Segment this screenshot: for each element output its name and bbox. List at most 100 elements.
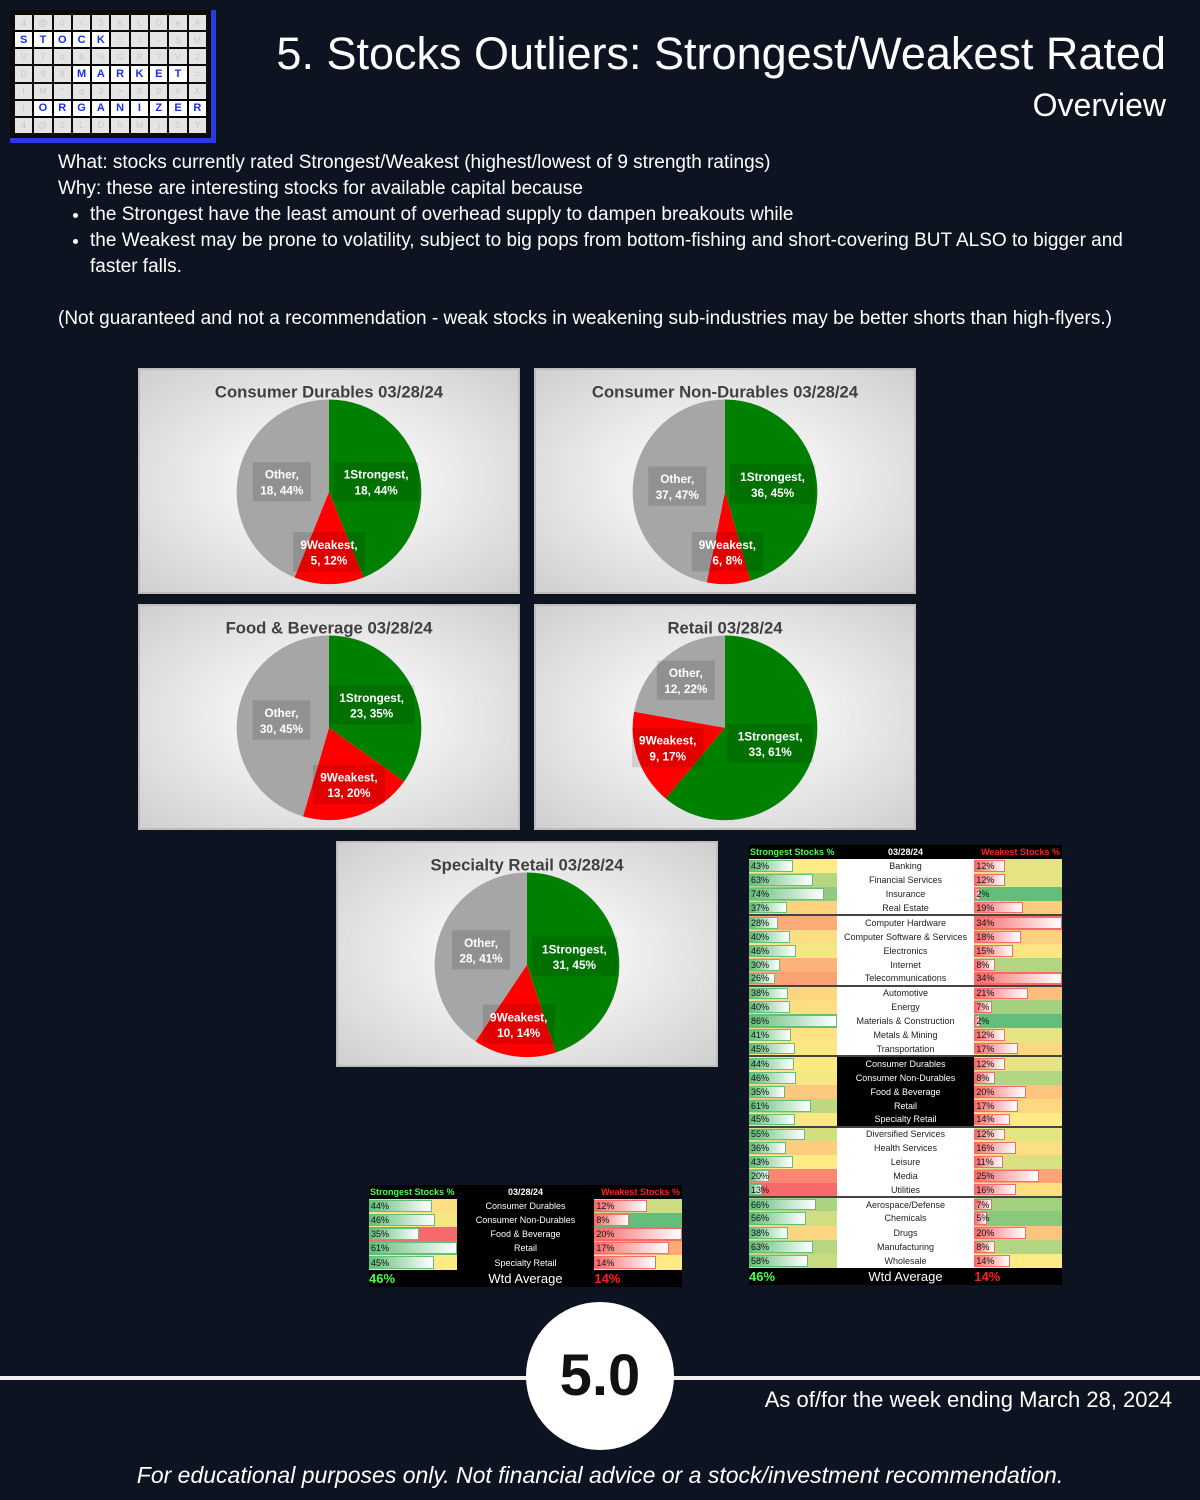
table-row: 46% Consumer Non-Durables 8% [369,1213,682,1228]
pie-slice-strongest [329,635,422,782]
data-label-box [482,1004,555,1044]
strongest-bar [749,1029,791,1042]
strongest-cell: 45% [749,1042,837,1057]
industry-name: Transportation [836,1042,975,1057]
weakest-cell: 20% [974,1084,1062,1099]
weakest-bar [974,1128,1006,1140]
strongest-cell: 28% [749,914,837,930]
table-row: 46% Electronics 15% [749,943,1062,958]
industry-name: Media [836,1169,975,1184]
logo-letter: K [90,30,112,50]
all-sectors-table: Strongest Stocks % 03/28/24 Weakest Stocks… [749,845,1062,1285]
industry-name: Automotive [836,984,975,1001]
logo-letter: G [70,98,93,118]
pie-slice-weakest [302,727,405,821]
weakest-bar [974,1001,993,1014]
logo-filler: S [169,32,187,48]
logo-filler: D [150,15,168,31]
industry-name: Health Services [836,1140,975,1156]
logo-filler: > [111,83,129,99]
industry-name: Food & Beverage [836,1084,975,1099]
data-label-box [648,466,707,506]
logo-filler: < [72,15,91,31]
what-text: What: stocks currently rated Strongest/W… [58,152,771,173]
logo-filler: * [53,83,71,99]
industry-name: Internet [836,957,975,972]
data-label-box [691,532,764,572]
table-row: 38% Automotive 21% [749,984,1062,1001]
industry-name: Wholesale [836,1253,975,1268]
avg-label: Wtd Average [488,1270,563,1286]
industry-name: Electronics [836,943,975,958]
strongest-bar [749,1254,809,1267]
section-number-badge: 5.0 [526,1302,674,1450]
data-label-strongest-value: 31, 45% [553,959,597,972]
logo-filler: e [169,15,187,31]
weakest-cell: 14% [974,1253,1062,1268]
logo-filler: 8 [130,83,149,99]
weakest-bar [974,1085,1026,1098]
strongest-cell: 46% [369,1213,457,1228]
data-label-other-value: 12, 22% [664,683,708,696]
strongest-cell: 86% [749,1014,837,1029]
data-label-strongest-value: 36, 45% [751,487,795,500]
data-label-weakest-value: 5, 12% [311,555,348,568]
pie-chart-consumer-durables: Consumer Durables 03/28/24 1Strongest, 18,… [138,368,520,594]
data-label-strongest: 1Strongest, [339,692,404,705]
industry-name: Drugs [836,1225,975,1240]
table-row: 26% Telecommunications 34% [749,971,1062,986]
logo-filler: o [53,49,71,65]
industry-name: Specialty Retail [456,1255,595,1270]
logo-letter: C [70,30,93,50]
logo-letter: A [90,64,112,84]
weakest-cell: 17% [974,1098,1062,1113]
industry-name: Aerospace/Defense [836,1196,975,1212]
weakest-bar [974,1141,1016,1155]
bullet: the Weakest may be prone to volatility, … [90,228,1158,280]
logo-filler: M [34,83,52,99]
pie-slice-strongest [329,399,422,578]
logo-filler: G [111,49,129,65]
intro: What: stocks currently rated Strongest/W… [58,150,1158,332]
pie-slice-other [434,872,527,1042]
strongest-bar [369,1256,434,1269]
strongest-cell: 58% [749,1253,837,1268]
as-of-date: As of/for the week ending March 28, 2024 [764,1387,1172,1412]
weakest-bar [974,1170,1039,1183]
logo-letter: K [128,64,151,84]
data-label-other: Other, [669,667,703,680]
weakest-cell: 16% [974,1183,1062,1198]
strongest-cell: 55% [749,1125,837,1141]
pie-slice-weakest [294,491,364,585]
header-weakest: Weakest Stocks % [981,847,1060,858]
table-row: 74% Insurance 2% [749,887,1062,902]
logo-filler: M [188,32,206,48]
weakest-cell: 5% [974,1211,1062,1226]
industry-name: Specialty Retail [836,1112,975,1127]
weakest-bar [974,1029,1006,1042]
weakest-cell: 18% [974,929,1062,944]
strongest-cell: 61% [749,1098,837,1113]
logo-filler: M [130,117,149,133]
strongest-cell: 56% [749,1211,837,1226]
table-row: 66% Aerospace/Defense 7% [749,1196,1062,1212]
pie-slice-weakest [706,491,751,585]
industry-name: Computer Software & Services [836,929,975,944]
industry-name: Manufacturing [836,1239,975,1254]
weakest-cell: 8% [974,957,1062,972]
strongest-bar [749,888,825,901]
weakest-bar [974,1254,1011,1267]
logo-filler: h [111,117,129,133]
average-row: 46% Wtd Average 14% [749,1268,1062,1285]
data-label-other: Other, [464,937,498,950]
strongest-cell: 40% [749,929,837,944]
chart-title: Consumer Non-Durables 03/28/24 [592,383,859,402]
logo-filler: X [188,83,206,99]
logo-filler: 7 [34,49,52,65]
strongest-cell: 37% [749,901,837,916]
weakest-cell: 12% [974,859,1062,874]
data-label-box [729,464,816,504]
avg-strongest: 46% [369,1270,396,1286]
weakest-cell: 8% [594,1213,682,1228]
logo-filler: - [150,32,168,48]
